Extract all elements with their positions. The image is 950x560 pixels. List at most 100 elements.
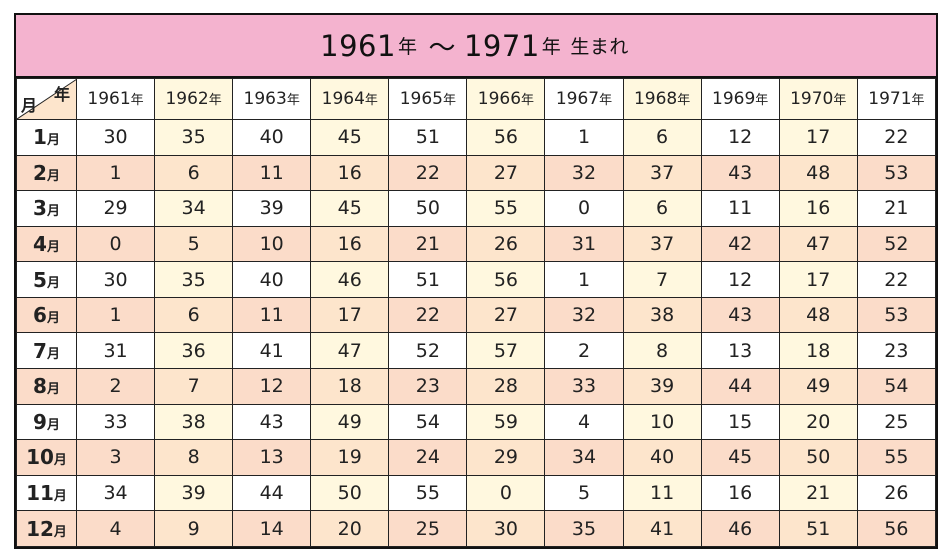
table-cell: 51 xyxy=(388,119,468,156)
table-cell: 29 xyxy=(466,439,546,476)
year-header-number: 1968 xyxy=(633,89,678,109)
month-kanji: 月 xyxy=(46,133,60,149)
table-cell: 18 xyxy=(778,332,858,370)
table-cell: 6 xyxy=(154,296,234,334)
year-header-number: 1965 xyxy=(399,89,443,109)
table-cell: 55 xyxy=(388,474,468,512)
table-cell: 52 xyxy=(388,332,468,370)
table-cell: 57 xyxy=(466,332,546,370)
month-kanji: 月 xyxy=(53,489,67,505)
table-cell: 46 xyxy=(310,261,390,298)
table-cell: 21 xyxy=(778,474,858,512)
table-cell: 17 xyxy=(778,261,858,298)
table-cell: 4 xyxy=(544,403,624,441)
month-number: 2 xyxy=(33,160,47,185)
month-number: 5 xyxy=(33,267,47,292)
table-cell: 31 xyxy=(544,225,624,263)
year-header-1967: 1967年 xyxy=(544,78,624,120)
year-header-1966: 1966年 xyxy=(466,78,546,120)
year-header-number: 1966 xyxy=(477,89,522,109)
table-cell: 25 xyxy=(388,510,468,547)
table-cell: 20 xyxy=(778,403,858,441)
month-label-7: 7月 xyxy=(16,332,77,370)
corner-year-label: 年 xyxy=(53,85,70,104)
table-cell: 24 xyxy=(388,439,468,476)
table-cell: 45 xyxy=(310,119,390,156)
year-header-1968: 1968年 xyxy=(622,78,702,120)
month-kanji: 月 xyxy=(46,417,60,433)
table-cell: 51 xyxy=(778,510,858,547)
month-label-4: 4月 xyxy=(16,225,77,263)
month-label-5: 5月 xyxy=(16,261,77,298)
year-header-1963: 1963年 xyxy=(232,78,312,120)
table-cell: 54 xyxy=(388,403,468,441)
table-cell: 23 xyxy=(856,332,937,370)
year-header-1965: 1965年 xyxy=(388,78,468,120)
table-cell: 53 xyxy=(856,296,937,334)
month-label-11: 11月 xyxy=(16,474,77,512)
month-number: 11 xyxy=(26,481,54,506)
table-cell: 39 xyxy=(622,368,702,405)
table-cell: 1 xyxy=(75,296,156,334)
table-cell: 36 xyxy=(154,332,234,370)
table-cell: 37 xyxy=(622,225,702,263)
table-cell: 11 xyxy=(700,190,780,227)
table-cell: 1 xyxy=(75,154,156,192)
year-header-kanji: 年 xyxy=(911,93,925,108)
table-cell: 15 xyxy=(700,403,780,441)
table-cell: 27 xyxy=(466,296,546,334)
table-cell: 44 xyxy=(700,368,780,405)
table-cell: 54 xyxy=(856,368,937,405)
table-cell: 12 xyxy=(700,261,780,298)
month-kanji: 月 xyxy=(53,524,67,540)
table-row: 6月 1 6 11 17 22 27 32 38 43 48 53 xyxy=(16,296,937,334)
table-cell: 47 xyxy=(778,225,858,263)
table-cell: 27 xyxy=(466,154,546,192)
month-label-1: 1月 xyxy=(16,119,77,156)
table-row: 4月 0 5 10 16 21 26 31 37 42 47 52 xyxy=(16,225,937,263)
month-kanji: 月 xyxy=(46,204,60,220)
table-cell: 30 xyxy=(466,510,546,547)
year-header-number: 1962 xyxy=(165,89,209,109)
month-number: 9 xyxy=(33,409,47,434)
table-cell: 22 xyxy=(388,296,468,334)
table-cell: 43 xyxy=(232,403,312,441)
table-cell: 13 xyxy=(700,332,780,370)
year-header-1962: 1962年 xyxy=(154,78,234,120)
table-cell: 12 xyxy=(232,368,312,405)
table-row: 5月 30 35 40 46 51 56 1 7 12 17 22 xyxy=(16,261,937,298)
header-row: 年 月 1961年 1962年 1963年 1964年 1965年 1966年 1967年 1… xyxy=(16,78,937,120)
table-cell: 47 xyxy=(310,332,390,370)
month-number: 12 xyxy=(26,516,54,541)
table-cell: 13 xyxy=(232,439,312,476)
table-cell: 7 xyxy=(154,368,234,405)
table-cell: 16 xyxy=(310,225,390,263)
table-cell: 16 xyxy=(700,474,780,512)
table-cell: 53 xyxy=(856,154,937,192)
table-cell: 9 xyxy=(154,510,234,547)
grid-body: 1月 30 35 40 45 51 56 1 6 12 17 22 2月 1 6 11 16 22 27 32 37 43… xyxy=(16,119,937,547)
table-cell: 22 xyxy=(856,119,937,156)
table-cell: 50 xyxy=(310,474,390,512)
table-row: 3月 29 34 39 45 50 55 0 6 11 16 21 xyxy=(16,190,937,227)
year-header-kanji: 年 xyxy=(755,93,769,108)
table-cell: 39 xyxy=(232,190,312,227)
month-kanji: 月 xyxy=(46,168,60,184)
table-cell: 38 xyxy=(622,296,702,334)
table-cell: 6 xyxy=(622,190,702,227)
table-cell: 55 xyxy=(466,190,546,227)
table-cell: 16 xyxy=(778,190,858,227)
table-cell: 26 xyxy=(466,225,546,263)
title-year-kanji-1: 年 xyxy=(397,36,418,58)
table-row: 9月 33 38 43 49 54 59 4 10 15 20 25 xyxy=(16,403,937,441)
year-header-1970: 1970年 xyxy=(778,78,858,120)
table-cell: 43 xyxy=(700,296,780,334)
table-cell: 17 xyxy=(310,296,390,334)
table-cell: 40 xyxy=(232,261,312,298)
table-cell: 2 xyxy=(75,368,156,405)
table-cell: 29 xyxy=(75,190,156,227)
calendar-table-sheet: 1961 年 ～ 1971 年 生まれ 年 月 19 xyxy=(14,13,938,549)
table-cell: 44 xyxy=(232,474,312,512)
table-cell: 50 xyxy=(778,439,858,476)
month-kanji: 月 xyxy=(46,346,60,362)
